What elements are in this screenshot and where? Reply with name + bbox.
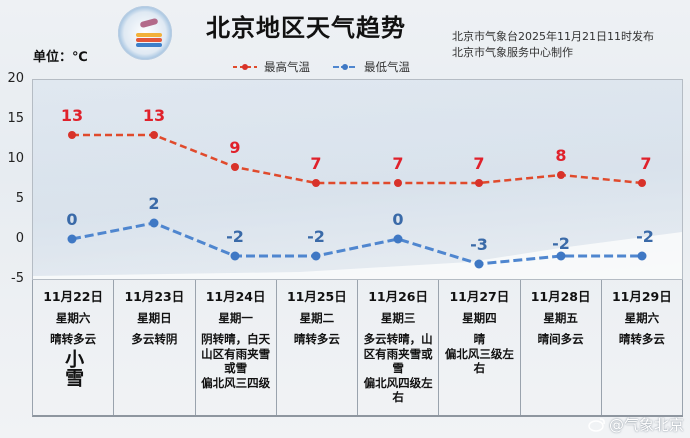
day-weather: 晴 偏北风三级左 右 — [444, 332, 514, 375]
y-tick: 0 — [15, 231, 24, 246]
day-weather: 多云转晴，山 区有雨夹雪或 雪 偏北风四级左 右 — [363, 332, 433, 404]
y-tick: 10 — [7, 151, 24, 166]
watermark: @气象北京 — [588, 414, 684, 435]
issuer-line-2: 北京市气象服务中心制作 — [452, 46, 573, 59]
day-weekday: 星期日 — [137, 311, 172, 325]
day-date: 11月24日 — [205, 289, 266, 304]
day-date: 11月22日 — [43, 289, 104, 304]
forecast-table: 11月22日 星期六 晴转多云 小雪 11月23日 星期日 多云转阴 11月24… — [32, 280, 683, 417]
page-title: 北京地区天气趋势 — [206, 14, 406, 42]
day-weekday: 星期三 — [380, 311, 416, 325]
watermark-text: @气象北京 — [608, 416, 684, 434]
low-value-label: -2 — [226, 227, 244, 246]
low-value-label: -3 — [470, 235, 488, 254]
low-value-label: 0 — [392, 210, 403, 229]
day-column: 11月22日 星期六 晴转多云 小雪 — [33, 280, 115, 415]
y-tick: 20 — [7, 71, 24, 86]
day-weather: 晴转多云 — [50, 332, 97, 346]
meteorological-service-logo — [118, 6, 172, 60]
day-column: 11月24日 星期一 阴转晴，白天 山区有雨夹雪 或雪 偏北风三四级 — [196, 280, 277, 415]
low-value-label: 0 — [66, 210, 77, 229]
legend-high-label: 最高气温 — [264, 60, 310, 74]
y-tick: -5 — [11, 271, 24, 286]
legend-high: 最高气温 — [232, 59, 310, 75]
legend-high-line-icon — [233, 64, 257, 70]
day-weekday: 星期五 — [543, 311, 578, 325]
day-weather: 晴转多云 — [293, 332, 340, 346]
logo-stripe-yellow — [136, 33, 162, 37]
day-weather: 晴间多云 — [537, 332, 584, 346]
day-weekday: 星期二 — [299, 311, 335, 325]
handwritten-snow-note: 小雪 — [62, 348, 85, 387]
high-value-label: 13 — [143, 106, 165, 125]
legend-low-line-icon — [333, 64, 357, 70]
day-date: 11月27日 — [449, 289, 510, 304]
high-value-label: 9 — [229, 138, 240, 157]
day-column: 11月26日 星期三 多云转晴，山 区有雨夹雪或 雪 偏北风四级左 右 — [358, 280, 440, 415]
day-date: 11月25日 — [286, 289, 347, 304]
day-weekday: 星期一 — [218, 311, 253, 325]
day-column: 11月23日 星期日 多云转阴 — [114, 280, 196, 415]
high-temp-markers — [68, 131, 646, 187]
day-date: 11月29日 — [611, 289, 672, 304]
day-weekday: 星期六 — [55, 311, 91, 325]
y-tick: 5 — [15, 191, 24, 206]
legend-low: 最低气温 — [332, 59, 410, 75]
day-column: 11月27日 星期四 晴 偏北风三级左 右 — [439, 280, 521, 415]
low-temp-markers — [67, 218, 647, 269]
unit-label: 单位：℃ — [33, 50, 88, 65]
day-column: 11月25日 星期二 晴转多云 — [277, 280, 358, 415]
low-value-label: -2 — [552, 234, 570, 253]
low-value-label: -2 — [307, 227, 325, 246]
background-snow-wedge — [33, 232, 682, 279]
day-weekday: 星期四 — [462, 311, 497, 325]
low-value-label: 2 — [148, 194, 159, 213]
high-value-label: 13 — [61, 106, 83, 125]
day-date: 11月28日 — [530, 289, 591, 304]
day-weather: 晴转多云 — [618, 332, 665, 346]
high-value-label: 8 — [555, 146, 566, 165]
day-date: 11月23日 — [124, 289, 185, 304]
logo-stripe-blue — [136, 43, 162, 47]
high-value-label: 7 — [640, 154, 651, 173]
high-value-label: 7 — [473, 154, 484, 173]
day-weather: 阴转晴，白天 山区有雨夹雪 或雪 偏北风三四级 — [201, 332, 271, 390]
y-tick: 15 — [7, 111, 24, 126]
day-weather: 多云转阴 — [131, 332, 178, 346]
high-value-label: 7 — [310, 154, 321, 173]
day-weekday: 星期六 — [624, 311, 660, 325]
low-value-label: -2 — [636, 227, 654, 246]
day-column: 11月28日 星期五 晴间多云 — [521, 280, 602, 415]
weibo-icon — [588, 418, 605, 432]
day-date: 11月26日 — [368, 289, 429, 304]
legend-low-label: 最低气温 — [364, 60, 410, 74]
low-temp-line — [71, 221, 642, 266]
high-value-label: 7 — [392, 154, 403, 173]
day-column: 11月29日 星期六 晴转多云 — [602, 280, 683, 415]
high-temp-line — [72, 133, 643, 185]
issuer-line-1: 北京市气象台2025年11月21日11时发布 — [452, 30, 654, 43]
logo-stripe-red — [136, 38, 162, 42]
